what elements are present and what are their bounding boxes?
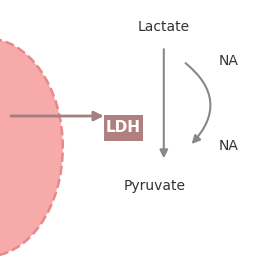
- Text: Lactate: Lactate: [138, 20, 190, 34]
- Ellipse shape: [0, 38, 63, 257]
- Text: LDH: LDH: [106, 120, 141, 135]
- Text: NA: NA: [218, 54, 238, 69]
- FancyBboxPatch shape: [104, 115, 143, 141]
- Text: Pyruvate: Pyruvate: [123, 179, 185, 193]
- FancyArrowPatch shape: [186, 63, 210, 142]
- Text: NA: NA: [218, 139, 238, 153]
